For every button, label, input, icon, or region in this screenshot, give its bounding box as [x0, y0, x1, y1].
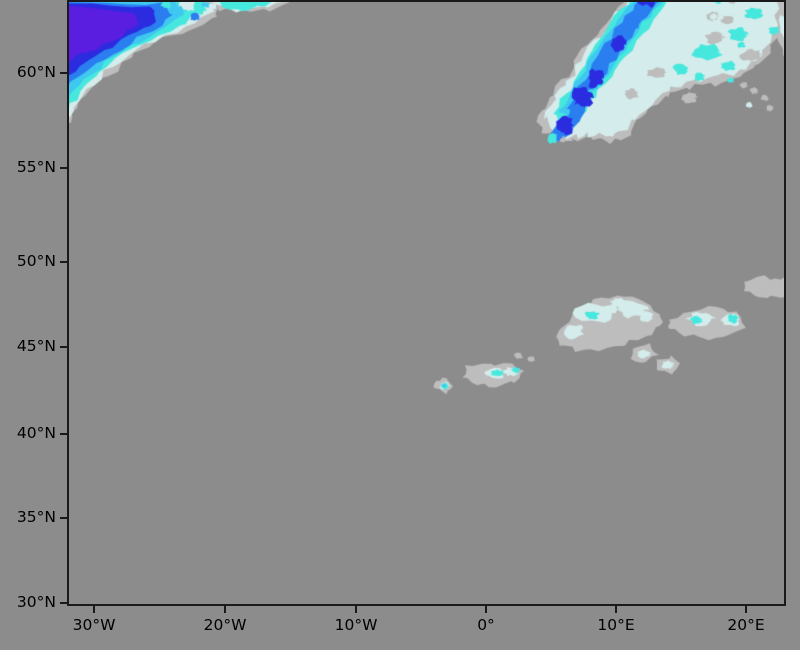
y-tick-mark: [60, 167, 67, 169]
y-tick-mark: [60, 261, 67, 263]
y-tick-label: 45°N: [16, 337, 56, 355]
y-tick-label: 55°N: [16, 158, 56, 176]
x-tick-mark: [355, 606, 357, 613]
x-tick-mark: [485, 606, 487, 613]
axis-spine-bottom: [67, 604, 786, 606]
y-tick-mark: [60, 602, 67, 604]
x-tick-label: 10°W: [334, 616, 378, 634]
map-plot-area[interactable]: [68, 0, 785, 605]
x-tick-mark: [224, 606, 226, 613]
y-tick-label: 40°N: [16, 424, 56, 442]
y-tick-label: 50°N: [16, 252, 56, 270]
y-tick-label: 30°N: [16, 593, 56, 611]
x-tick-mark: [615, 606, 617, 613]
y-tick-mark: [60, 346, 67, 348]
x-tick-label: 30°W: [72, 616, 116, 634]
x-tick-label: 10°E: [597, 616, 635, 634]
y-tick-mark: [60, 517, 67, 519]
y-tick-label: 35°N: [16, 508, 56, 526]
y-tick-label: 60°N: [16, 63, 56, 81]
x-tick-label: 20°W: [203, 616, 247, 634]
x-tick-label: 0°: [477, 616, 495, 634]
axis-spine-left: [67, 0, 69, 606]
axis-spine-top: [67, 0, 786, 2]
x-tick-mark: [93, 606, 95, 613]
y-tick-mark: [60, 72, 67, 74]
map-raster-canvas[interactable]: [68, 0, 785, 605]
x-tick-label: 20°E: [727, 616, 765, 634]
y-tick-mark: [60, 433, 67, 435]
x-tick-mark: [745, 606, 747, 613]
axis-spine-right: [784, 0, 786, 606]
